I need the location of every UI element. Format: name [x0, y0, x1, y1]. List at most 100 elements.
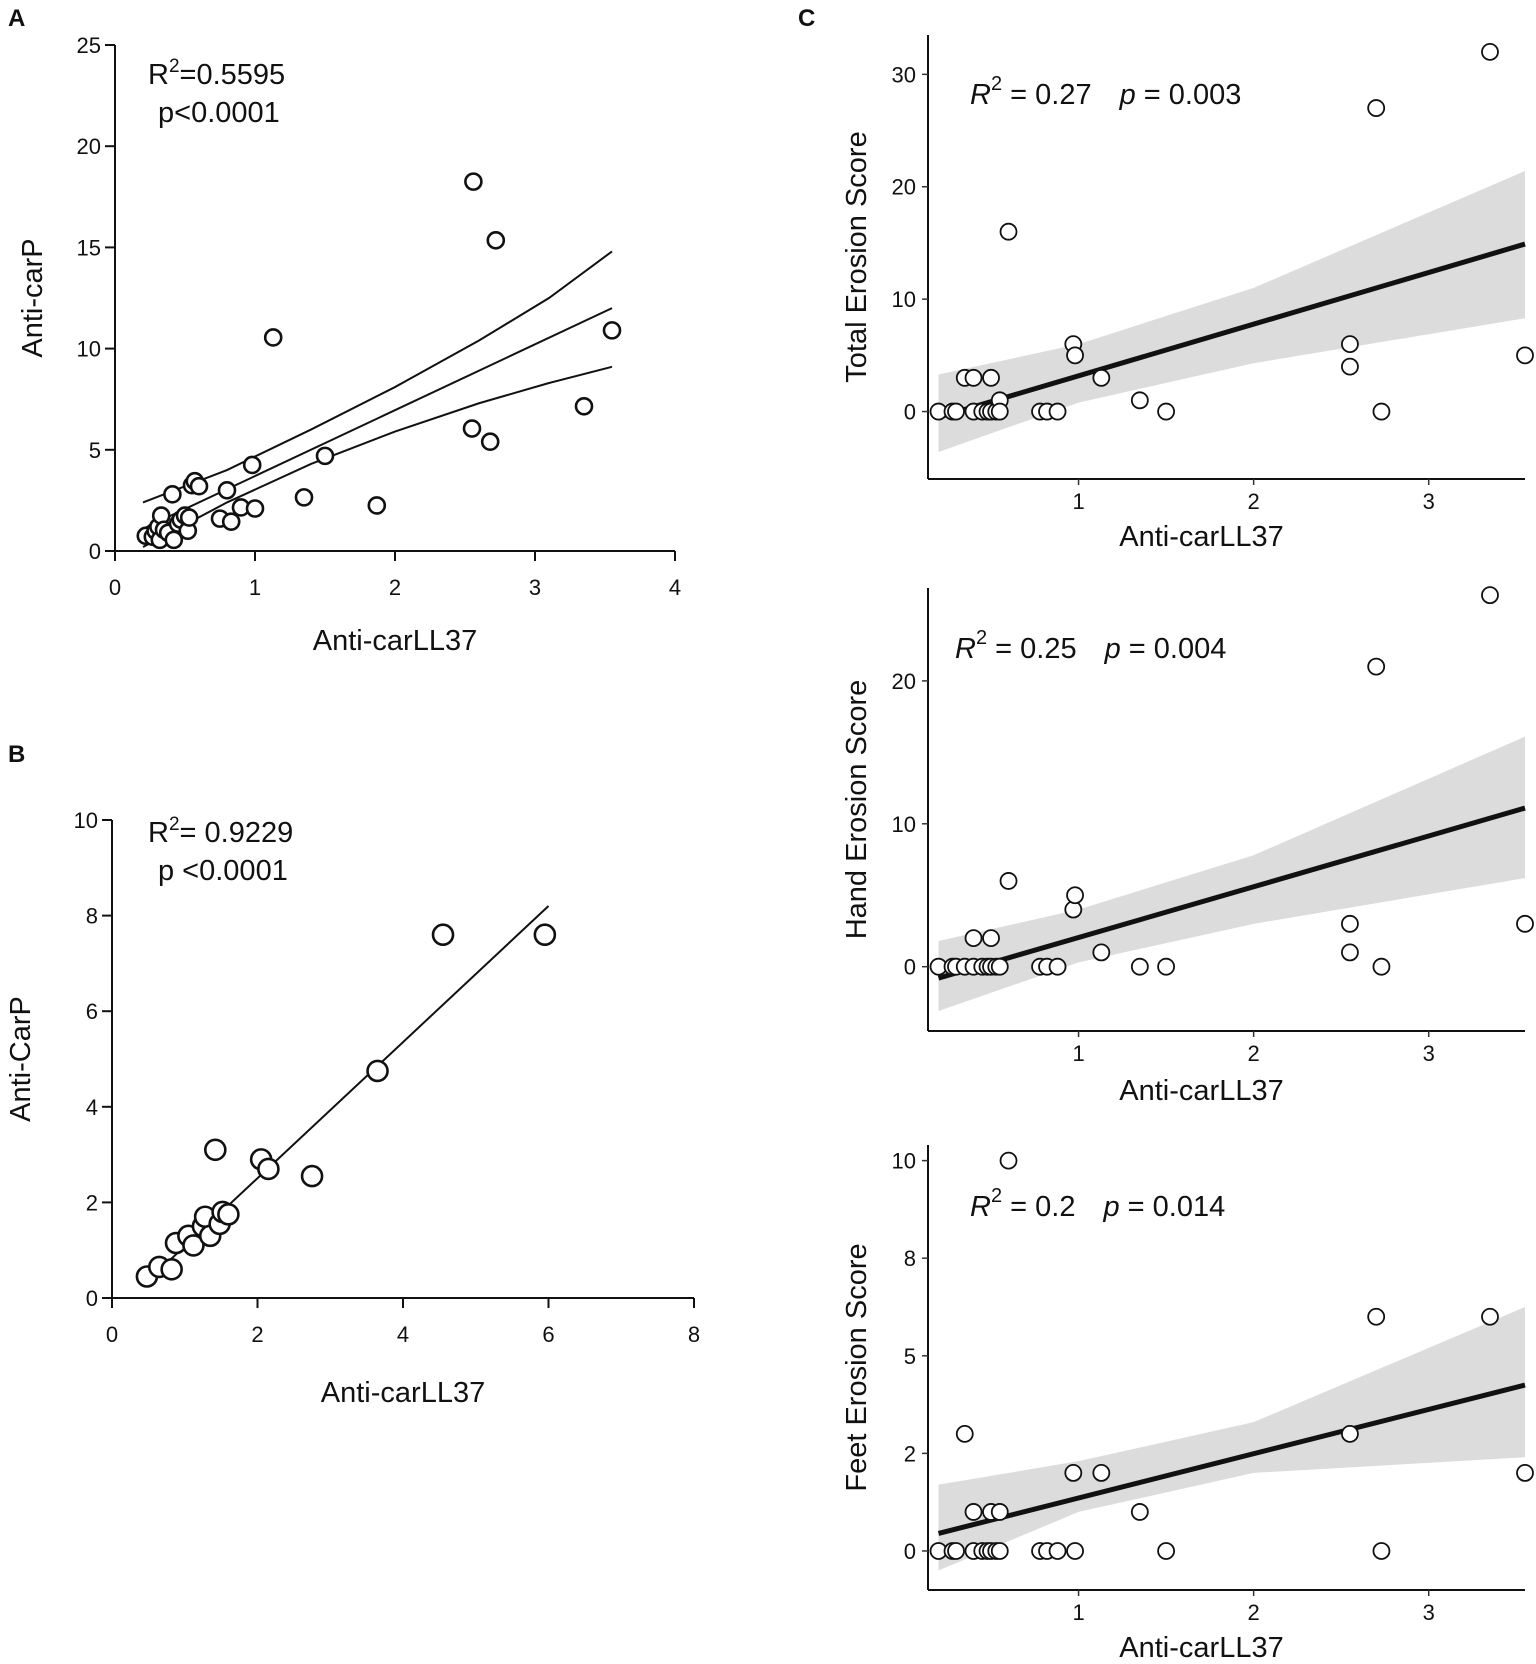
x-tick-label: 6 — [542, 1322, 554, 1347]
y-axis-title: Feet Erosion Score — [841, 1243, 873, 1491]
x-tick-label: 2 — [251, 1322, 263, 1347]
r-squared-superscript: 2 — [169, 56, 180, 77]
data-point — [1092, 368, 1111, 387]
y-tick-label: 15 — [77, 235, 101, 260]
data-point — [315, 446, 335, 466]
x-tick-label: 1 — [1072, 1041, 1084, 1066]
y-axis-title: Anti-CarP — [5, 996, 37, 1122]
data-point — [1130, 957, 1149, 976]
data-point — [982, 929, 1000, 948]
data-point — [486, 231, 506, 250]
data-point — [1481, 42, 1499, 61]
x-tick-label: 3 — [1423, 1600, 1435, 1625]
x-tick-label: 8 — [688, 1322, 700, 1347]
r-squared-annotation: R2=0.5595 — [148, 56, 285, 91]
data-point — [1130, 391, 1149, 410]
data-point — [1157, 402, 1175, 421]
data-point — [294, 488, 314, 507]
panel-letter: B — [8, 741, 25, 768]
x-tick-label: 4 — [397, 1322, 409, 1347]
data-point — [1516, 1463, 1534, 1482]
data-point — [574, 396, 594, 416]
data-point — [431, 923, 455, 947]
data-point — [1066, 346, 1084, 365]
x-axis-title: Anti-carLL37 — [1119, 1075, 1283, 1107]
data-point — [602, 321, 622, 340]
p-value-annotation: p<0.0001 — [158, 97, 280, 129]
data-point — [1048, 957, 1067, 976]
data-point — [990, 402, 1009, 421]
data-point — [1341, 1424, 1359, 1443]
x-axis-title: Anti-carLL37 — [321, 1377, 485, 1409]
confidence-band — [938, 171, 1525, 453]
x-tick-label: 2 — [389, 575, 401, 600]
data-point — [464, 172, 483, 191]
statistics-annotation: R2 = 0.25 p = 0.004 — [955, 627, 1226, 665]
data-point — [242, 455, 262, 475]
data-point — [182, 1234, 205, 1257]
y-tick-label: 20 — [892, 175, 916, 200]
data-point — [1372, 402, 1391, 421]
data-point — [179, 508, 199, 527]
data-point — [1481, 586, 1499, 605]
r-symbol: R — [970, 79, 991, 111]
r-squared-value: = 0.2 — [1002, 1191, 1075, 1223]
data-point — [990, 957, 1009, 976]
data-point — [263, 328, 283, 347]
upper-confidence-line — [142, 250, 613, 504]
data-point — [1341, 357, 1359, 376]
lower-confidence-line — [142, 365, 613, 548]
data-point — [1372, 957, 1391, 976]
data-point — [1367, 657, 1386, 676]
x-tick-label: 0 — [109, 575, 121, 600]
confidence-band — [938, 1306, 1525, 1571]
x-tick-label: 1 — [1072, 1600, 1084, 1625]
data-point — [964, 929, 983, 948]
data-point — [367, 496, 387, 515]
y-tick-label: 10 — [892, 1149, 916, 1174]
x-tick-label: 3 — [529, 575, 541, 600]
data-point — [1066, 1542, 1084, 1560]
data-point — [163, 485, 182, 504]
data-point — [999, 872, 1018, 890]
y-tick-label: 4 — [86, 1095, 98, 1120]
x-tick-label: 4 — [669, 575, 681, 600]
data-point — [1066, 886, 1084, 905]
x-tick-label: 2 — [1248, 1600, 1260, 1625]
statistics-annotation: R2 = 0.2 p = 0.014 — [970, 1185, 1225, 1223]
data-point — [300, 1164, 324, 1188]
data-point — [204, 1138, 227, 1162]
y-tick-label: 10 — [74, 808, 98, 833]
data-point — [366, 1059, 389, 1083]
y-tick-label: 10 — [892, 287, 916, 312]
panel-letter: A — [8, 5, 25, 32]
regression-line — [937, 805, 1526, 981]
y-tick-label: 8 — [904, 1246, 916, 1271]
data-point — [1372, 1542, 1391, 1560]
data-point — [1341, 914, 1359, 933]
x-tick-label: 0 — [106, 1322, 118, 1347]
y-tick-label: 0 — [904, 955, 916, 980]
y-tick-label: 10 — [892, 812, 916, 837]
data-point — [1516, 346, 1534, 365]
p-symbol: p — [1104, 633, 1121, 665]
data-point — [257, 1157, 280, 1181]
y-tick-label: 6 — [86, 999, 98, 1024]
y-tick-label: 5 — [904, 1344, 916, 1369]
r-squared-superscript: 2 — [169, 814, 180, 835]
y-tick-label: 0 — [904, 400, 916, 425]
y-tick-label: 25 — [77, 33, 101, 58]
data-point — [480, 432, 500, 452]
r-squared-value: = 0.27 — [1002, 79, 1092, 111]
data-point — [1367, 99, 1386, 117]
data-point — [245, 499, 265, 518]
x-tick-label: 1 — [1072, 489, 1084, 514]
regression-line — [937, 241, 1526, 420]
panel-c-total: C 0 10 20 30 1 2 3 Anti-carLL37 Total Erosion Sco… — [798, 5, 1534, 553]
r-symbol: R — [148, 59, 169, 91]
data-point — [1048, 1542, 1067, 1560]
